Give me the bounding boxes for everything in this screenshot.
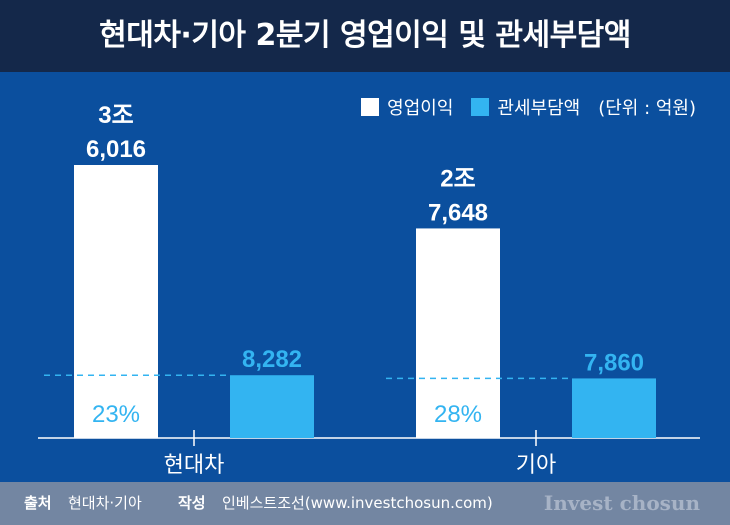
legend-label-operating-profit: 영업이익 <box>387 98 454 119</box>
ratio-label: 23% <box>92 401 140 428</box>
x-tick-label: 기아 <box>516 452 556 477</box>
header-bar <box>0 0 730 72</box>
data-label-operating-profit-billion: 6,016 <box>86 136 146 163</box>
legend-swatch-operating-profit <box>361 98 380 116</box>
bar-tariff <box>230 375 314 438</box>
brand-logo: Invest chosun <box>543 491 700 515</box>
legend: 영업이익 관세부담액 (단위 : 억원) <box>361 94 696 120</box>
bar-operating-profit <box>416 228 500 438</box>
legend-swatch-tariff <box>471 98 490 116</box>
source-value: 현대차·기아 <box>68 494 142 512</box>
data-label-tariff: 7,860 <box>584 349 644 376</box>
data-label-operating-profit-trillion: 2조 <box>440 165 475 192</box>
x-tick-label: 현대차 <box>164 452 225 477</box>
data-label-tariff: 8,282 <box>242 346 302 373</box>
chart-area: 3조 6,016 8,282 23% 현대차 2조 7,648 7,860 28% 기아 <box>0 72 730 482</box>
author-label: 작성 <box>178 494 206 512</box>
bar-tariff <box>572 378 656 438</box>
chart-title: 현대차·기아 2분기 영업이익 및 관세부담액 <box>99 18 631 53</box>
legend-item-tariff: 관세부담액 <box>471 94 580 120</box>
legend-item-operating-profit: 영업이익 <box>361 94 453 120</box>
ratio-label: 28% <box>434 401 482 428</box>
footer-bar: 출처 현대차·기아 작성 인베스트조선(www.investchosun.com… <box>0 482 730 525</box>
bar-chart: 3조 6,016 8,282 23% 현대차 2조 7,648 7,860 28% 기아 <box>38 102 700 477</box>
author-value: 인베스트조선(www.investchosun.com) <box>222 494 493 512</box>
bar-operating-profit <box>74 165 158 438</box>
legend-label-tariff: 관세부담액 <box>497 98 581 119</box>
data-label-operating-profit-billion: 7,648 <box>428 199 488 226</box>
data-label-operating-profit-trillion: 3조 <box>98 102 133 129</box>
source-label: 출처 <box>24 494 52 512</box>
unit-label: (단위 : 억원) <box>598 98 696 119</box>
